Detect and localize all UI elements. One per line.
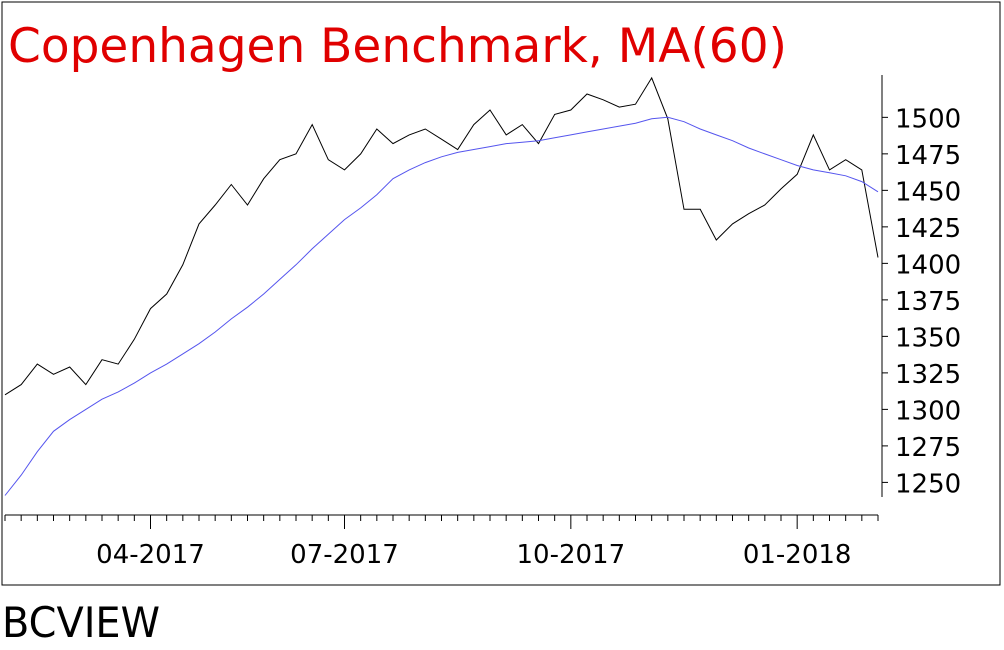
y-tick-label: 1450: [895, 177, 961, 207]
footer: BCVIEW: [2, 598, 160, 647]
y-tick-label: 1400: [895, 250, 961, 280]
y-tick-label: 1475: [895, 141, 961, 171]
y-tick-label: 1500: [895, 104, 961, 134]
x-tick-label: 01-2018: [743, 540, 852, 570]
series-line: [4, 116, 879, 496]
y-tick-label: 1325: [895, 360, 961, 390]
frame: [1, 1, 1001, 586]
chart-title: Copenhagen Benchmark, MA(60): [8, 19, 787, 74]
y-tick-label: 1250: [895, 469, 961, 499]
x-tick-label: 07-2017: [290, 540, 399, 570]
y-tick-label: 1300: [895, 396, 961, 426]
y-tick-label: 1275: [895, 433, 961, 463]
y-tick-label: 1350: [895, 323, 961, 353]
series-line: [4, 76, 879, 396]
y-tick-label: 1375: [895, 287, 961, 317]
y-tick-label: 1425: [895, 214, 961, 244]
x-tick-label: 04-2017: [96, 540, 205, 570]
x-tick-label: 10-2017: [517, 540, 626, 570]
